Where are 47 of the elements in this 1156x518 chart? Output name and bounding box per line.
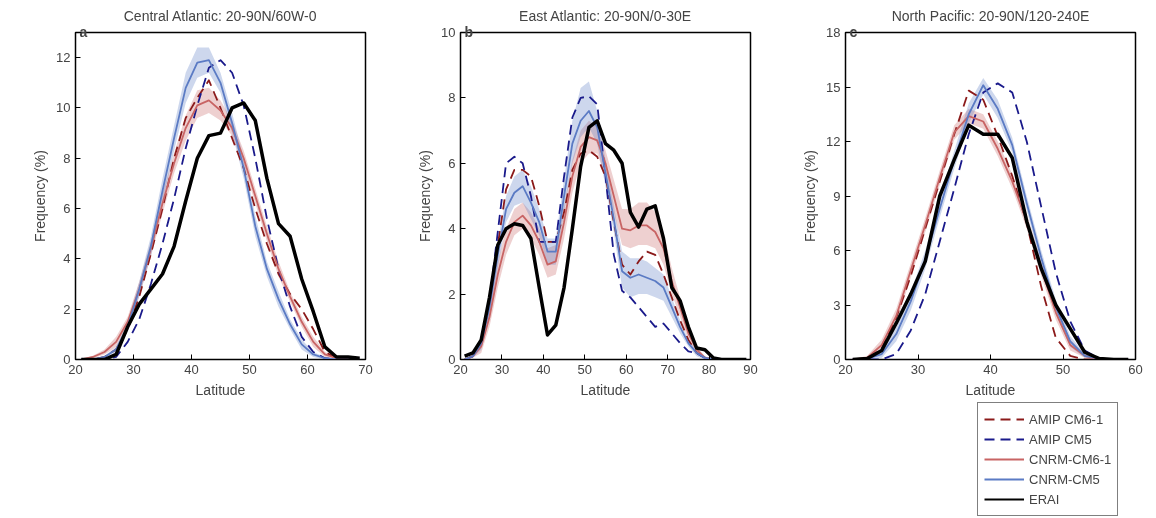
y-tick-label: 9	[833, 188, 841, 204]
x-tick-label: 60	[300, 361, 315, 377]
x-tick-label: 60	[1128, 361, 1143, 377]
y-tick-label: 10	[441, 25, 456, 40]
x-tick-label: 30	[910, 361, 926, 377]
legend-label: CNRM-CM5	[1029, 471, 1100, 487]
x-tick-label: 60	[618, 361, 634, 377]
y-axis-title: Frequency (%)	[417, 150, 434, 242]
y-tick-label: 6	[833, 243, 841, 258]
chart-title: East Atlantic: 20-90N/0-30E	[519, 7, 692, 24]
y-tick-label: 8	[448, 90, 456, 106]
y-tick-label: 2	[448, 286, 456, 302]
legend-label: ERAI	[1029, 491, 1060, 507]
legend-label: AMIP CM5	[1029, 431, 1092, 447]
y-tick-label: 4	[63, 251, 71, 267]
x-tick-label: 40	[184, 361, 199, 377]
x-tick-label: 40	[983, 361, 998, 377]
y-axis-title: Frequency (%)	[802, 150, 819, 242]
y-tick-label: 2	[63, 301, 71, 317]
x-axis-title: Latitude	[580, 381, 631, 398]
x-tick-label: 80	[701, 361, 717, 377]
legend-label: AMIP CM6-1	[1029, 411, 1104, 427]
y-tick-label: 18	[826, 25, 841, 40]
y-tick-label: 12	[826, 134, 841, 149]
x-axis-title: Latitude	[195, 381, 246, 398]
y-tick-label: 12	[56, 50, 71, 66]
x-axis-title: Latitude	[965, 381, 1016, 398]
x-tick-label: 30	[494, 361, 510, 377]
x-tick-label: 70	[358, 361, 373, 377]
y-tick-label: 6	[63, 201, 71, 217]
y-tick-label: 15	[826, 79, 841, 95]
legend-label: CNRM-CM6-1	[1029, 451, 1112, 467]
x-tick-label: 50	[1055, 361, 1071, 377]
x-tick-label: 90	[743, 361, 758, 377]
y-tick-label: 8	[63, 150, 71, 166]
y-tick-label: 6	[448, 155, 456, 171]
chart-title: Central Atlantic: 20-90N/60W-0	[123, 7, 317, 24]
y-axis-title: Frequency (%)	[32, 150, 49, 242]
x-tick-label: 50	[577, 361, 593, 377]
y-tick-label: 10	[56, 100, 71, 116]
x-tick-label: 70	[660, 361, 675, 377]
chart-title: North Pacific: 20-90N/120-240E	[891, 7, 1090, 24]
x-tick-label: 30	[126, 361, 141, 377]
y-tick-label: 4	[448, 221, 456, 237]
x-tick-label: 50	[242, 361, 257, 377]
y-tick-label: 3	[833, 297, 841, 313]
x-tick-label: 40	[536, 361, 551, 377]
